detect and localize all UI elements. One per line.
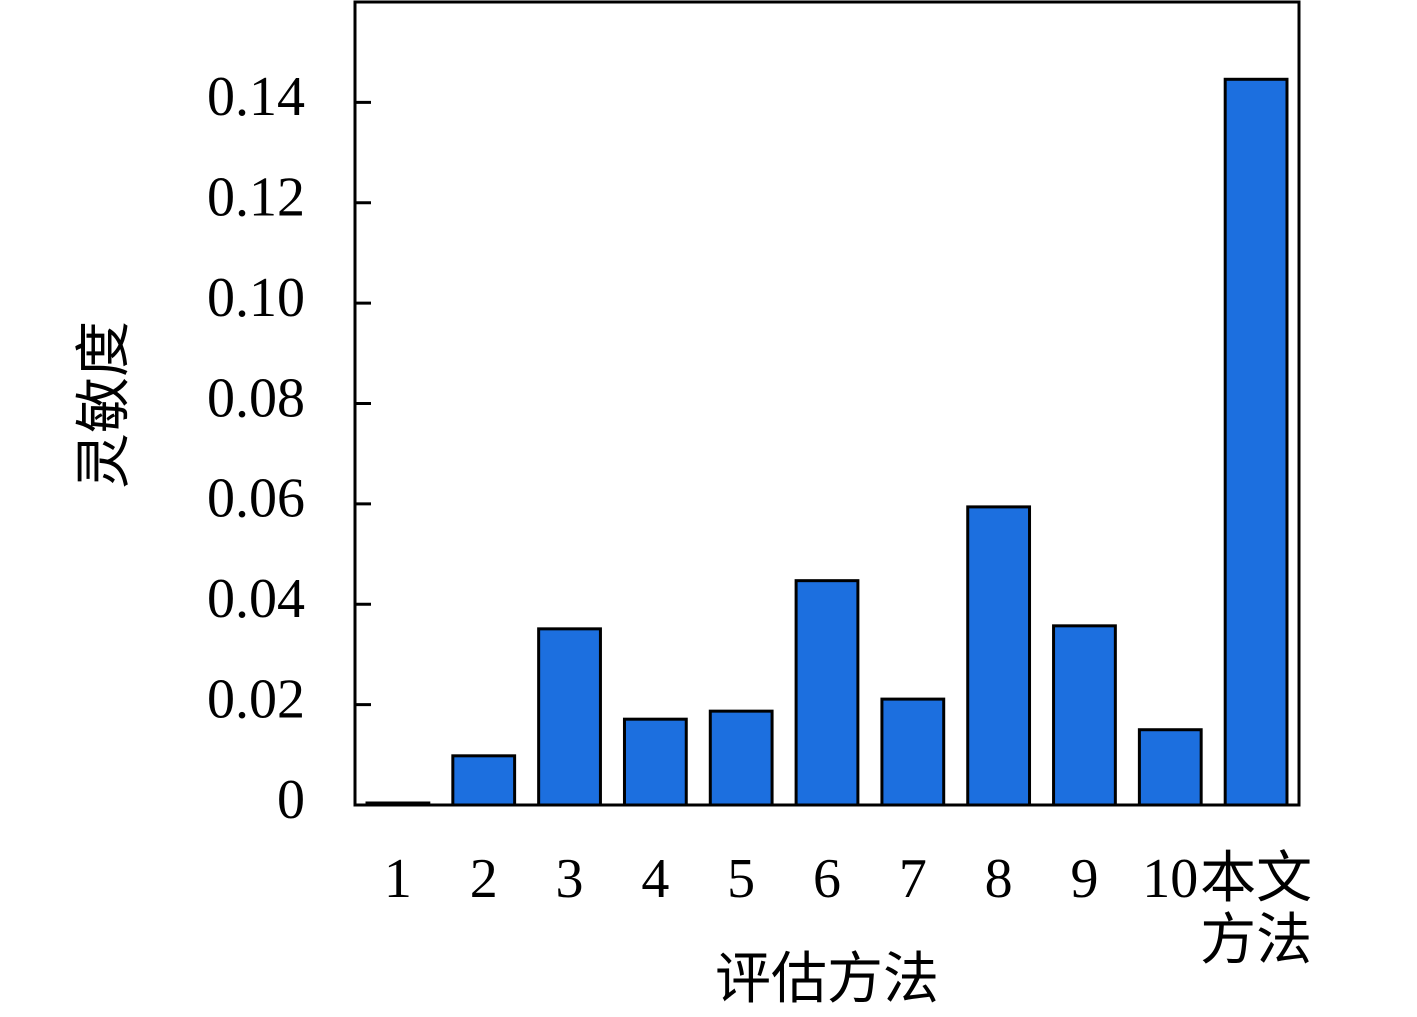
x-tick-label: 9 — [1070, 848, 1099, 910]
x-tick-label: 5 — [727, 848, 756, 910]
x-axis-label: 评估方法 — [715, 949, 939, 1011]
y-tick-label: 0.02 — [207, 668, 305, 730]
x-tick-label: 1 — [383, 848, 412, 910]
x-tick-label: 3 — [555, 848, 584, 910]
y-tick-label: 0.08 — [207, 367, 305, 429]
x-tick-label: 10 — [1142, 848, 1199, 910]
y-tick-label: 0.06 — [207, 468, 305, 530]
x-tick-label: 6 — [813, 848, 841, 910]
y-tick-label: 0 — [277, 769, 305, 831]
y-tick-label: 0.12 — [207, 167, 305, 229]
x-tick-label: 8 — [984, 848, 1013, 910]
bar — [1223, 77, 1289, 807]
bar — [1137, 728, 1203, 807]
bar — [880, 697, 946, 807]
x-tick-label: 7 — [898, 848, 927, 910]
bar — [966, 505, 1032, 807]
bar — [1052, 624, 1117, 807]
x-tick-label: 4 — [641, 848, 670, 910]
y-tick-label: 0.04 — [207, 568, 305, 630]
bar — [451, 754, 517, 807]
bar — [708, 709, 774, 807]
axis-frame — [353, 0, 1301, 807]
bar — [622, 717, 688, 807]
x-tick-label: 本文方法 — [1200, 848, 1313, 972]
y-axis-label: 灵敏度 — [74, 321, 136, 489]
y-tick-label: 0.14 — [207, 66, 305, 128]
bar — [794, 579, 860, 807]
y-tick-label: 0.10 — [207, 267, 305, 329]
bar — [537, 627, 602, 807]
x-tick-label: 2 — [469, 848, 498, 910]
